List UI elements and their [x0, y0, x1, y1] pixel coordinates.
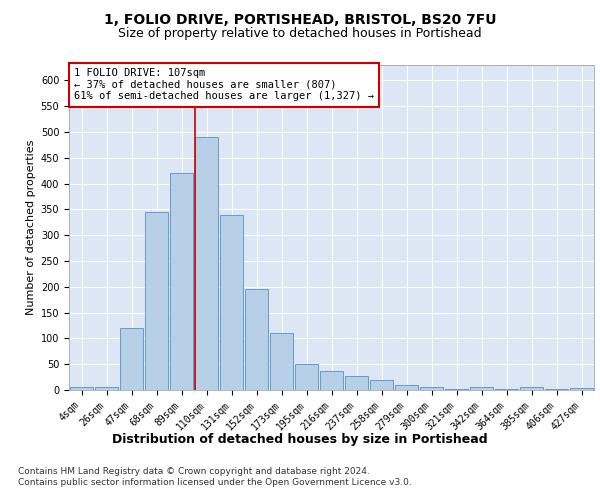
- Bar: [395, 385, 418, 390]
- Text: 1, FOLIO DRIVE, PORTISHEAD, BRISTOL, BS20 7FU: 1, FOLIO DRIVE, PORTISHEAD, BRISTOL, BS2…: [104, 12, 496, 26]
- Bar: [270, 334, 293, 390]
- Text: Size of property relative to detached houses in Portishead: Size of property relative to detached ho…: [118, 28, 482, 40]
- Bar: [220, 214, 243, 390]
- Bar: [545, 389, 568, 390]
- Bar: [370, 380, 393, 390]
- Bar: [70, 387, 93, 390]
- Bar: [445, 389, 468, 390]
- Bar: [570, 388, 593, 390]
- Bar: [295, 364, 318, 390]
- Bar: [470, 388, 493, 390]
- Bar: [145, 212, 168, 390]
- Bar: [95, 387, 118, 390]
- Y-axis label: Number of detached properties: Number of detached properties: [26, 140, 37, 315]
- Bar: [420, 388, 443, 390]
- Bar: [495, 389, 518, 390]
- Bar: [195, 137, 218, 390]
- Bar: [170, 174, 193, 390]
- Bar: [320, 372, 343, 390]
- Text: Contains HM Land Registry data © Crown copyright and database right 2024.
Contai: Contains HM Land Registry data © Crown c…: [18, 468, 412, 487]
- Bar: [120, 328, 143, 390]
- Text: Distribution of detached houses by size in Portishead: Distribution of detached houses by size …: [112, 432, 488, 446]
- Bar: [520, 388, 543, 390]
- Bar: [345, 376, 368, 390]
- Text: 1 FOLIO DRIVE: 107sqm
← 37% of detached houses are smaller (807)
61% of semi-det: 1 FOLIO DRIVE: 107sqm ← 37% of detached …: [74, 68, 374, 102]
- Bar: [245, 290, 268, 390]
